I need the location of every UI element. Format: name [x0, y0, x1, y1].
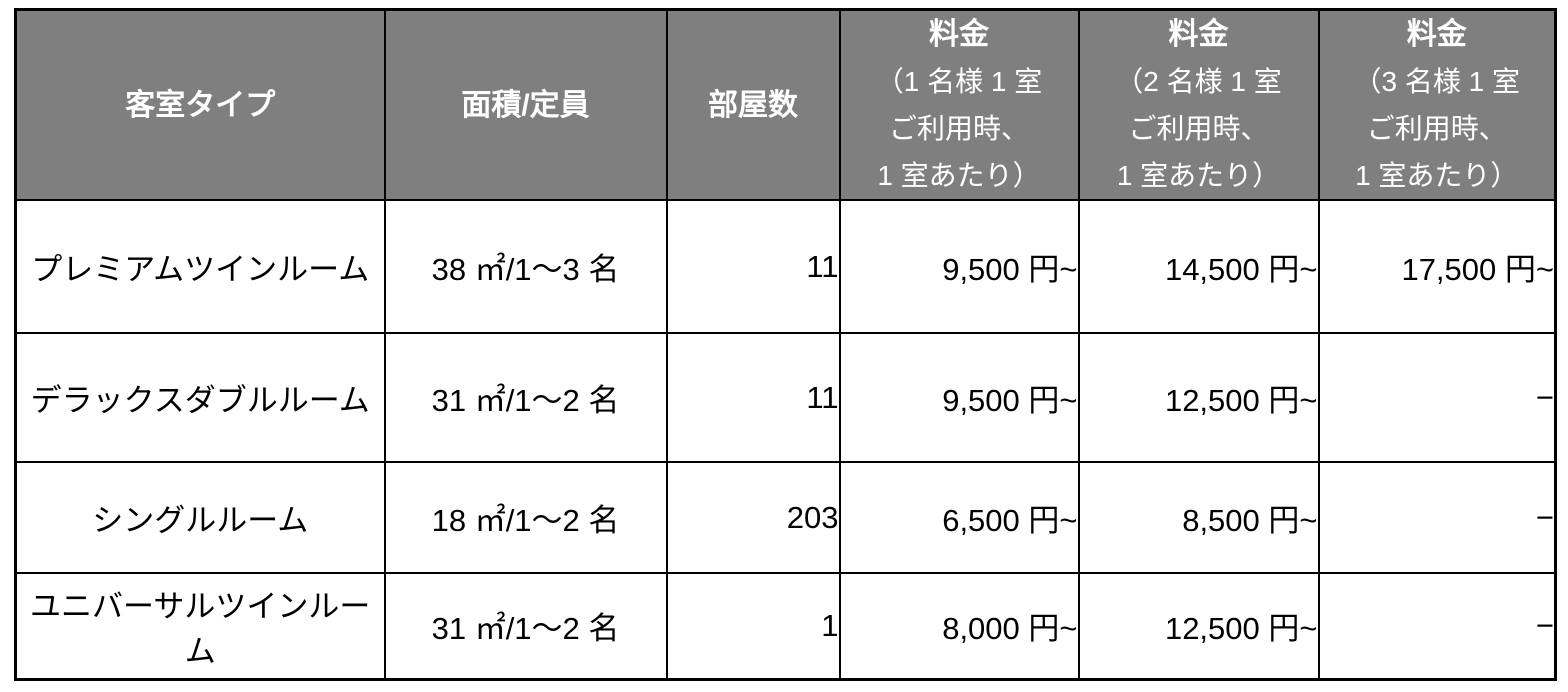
rate-2-guests-cell: 8,500 円~ [1077, 461, 1320, 574]
col-header-label: 料金 [929, 18, 989, 51]
col-header-rate-1-guest: 料金 （1 名様 1 室 ご利用時、 1 室あたり） [838, 8, 1080, 201]
rate-3-guests-cell: − [1317, 572, 1557, 680]
col-header-label: 客室タイプ [125, 88, 276, 122]
room-count-cell: 11 [665, 332, 841, 463]
rate-1-guest-cell: 6,500 円~ [838, 461, 1080, 574]
rate-1-guest-cell: 9,500 円~ [838, 332, 1080, 463]
table-row: ユニバーサルツインルーム 31 ㎡/1～2 名 1 8,000 円~ 12,50… [14, 572, 1557, 680]
col-header-subtext: ご利用時、 [1128, 113, 1269, 144]
col-header-subtext: ご利用時、 [888, 113, 1029, 144]
room-count-cell: 11 [665, 199, 841, 334]
table-row: プレミアムツインルーム 38 ㎡/1～3 名 11 9,500 円~ 14,50… [14, 199, 1557, 334]
col-header-subtext: 1 室あたり） [1116, 160, 1281, 191]
table-header-row: 客室タイプ 面積/定員 部屋数 料金 （1 名様 1 室 ご利用時、 1 室あた… [14, 8, 1557, 201]
col-header-label: 料金 [1168, 18, 1229, 51]
area-capacity-cell: 31 ㎡/1～2 名 [383, 332, 668, 463]
rate-3-guests-cell: − [1317, 461, 1557, 574]
room-type-cell: ユニバーサルツインルーム [14, 572, 386, 680]
room-type-cell: プレミアムツインルーム [14, 199, 386, 334]
col-header-room-type: 客室タイプ [14, 8, 386, 201]
col-header-rate-3-guests: 料金 （3 名様 1 室 ご利用時、 1 室あたり） [1317, 8, 1557, 201]
table-row: シングルルーム 18 ㎡/1～2 名 203 6,500 円~ 8,500 円~… [14, 461, 1557, 574]
col-header-label: 面積/定員 [461, 88, 590, 122]
col-header-subtext: （1 名様 1 室 [875, 66, 1043, 97]
room-type-cell: シングルルーム [14, 461, 386, 574]
col-header-label: 部屋数 [708, 88, 798, 122]
rate-3-guests-cell: − [1317, 332, 1557, 463]
col-header-subtext: 1 室あたり） [1355, 160, 1519, 191]
room-rate-table: 客室タイプ 面積/定員 部屋数 料金 （1 名様 1 室 ご利用時、 1 室あた… [14, 8, 1557, 681]
col-header-subtext: ご利用時、 [1366, 113, 1507, 144]
rate-1-guest-cell: 9,500 円~ [838, 199, 1080, 334]
col-header-subtext: 1 室あたり） [877, 160, 1041, 191]
col-header-subtext: （2 名様 1 室 [1115, 66, 1282, 97]
col-header-room-count: 部屋数 [665, 8, 841, 201]
area-capacity-cell: 18 ㎡/1～2 名 [383, 461, 668, 574]
area-capacity-cell: 38 ㎡/1～3 名 [383, 199, 668, 334]
rate-1-guest-cell: 8,000 円~ [838, 572, 1080, 680]
rate-2-guests-cell: 14,500 円~ [1077, 199, 1320, 334]
table-row: デラックスダブルルーム 31 ㎡/1～2 名 11 9,500 円~ 12,50… [14, 332, 1557, 463]
col-header-label: 料金 [1406, 18, 1467, 51]
rate-2-guests-cell: 12,500 円~ [1077, 572, 1320, 680]
room-count-cell: 1 [665, 572, 841, 680]
room-count-cell: 203 [665, 461, 841, 574]
col-header-area-capacity: 面積/定員 [383, 8, 668, 201]
area-capacity-cell: 31 ㎡/1～2 名 [383, 572, 668, 680]
room-type-cell: デラックスダブルルーム [14, 332, 386, 463]
rate-3-guests-cell: 17,500 円~ [1317, 199, 1557, 334]
col-header-subtext: （3 名様 1 室 [1353, 66, 1520, 97]
rate-2-guests-cell: 12,500 円~ [1077, 332, 1320, 463]
col-header-rate-2-guests: 料金 （2 名様 1 室 ご利用時、 1 室あたり） [1077, 8, 1320, 201]
